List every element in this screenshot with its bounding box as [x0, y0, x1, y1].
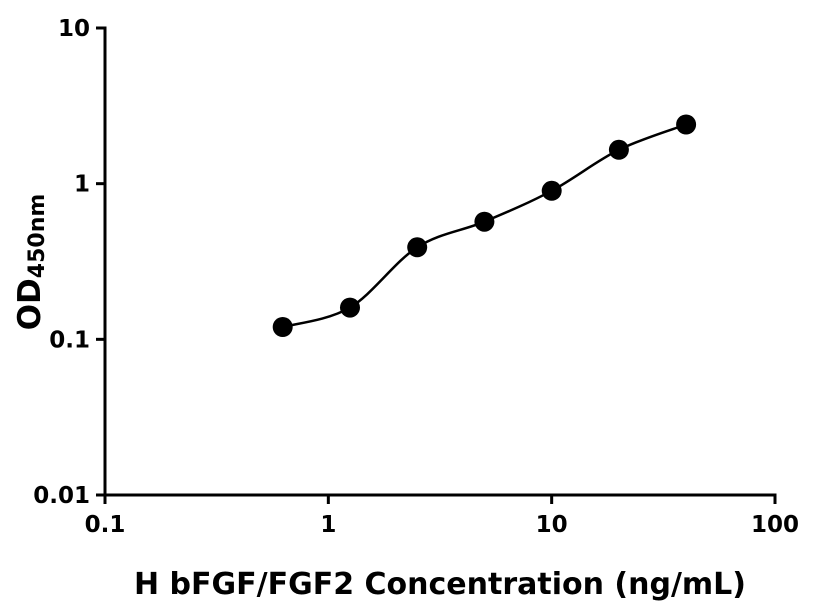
data-point: [541, 180, 562, 201]
y-tick-label: 10: [58, 16, 90, 42]
data-point: [272, 317, 293, 337]
y-tick-label: 0.01: [33, 483, 90, 509]
y-tick-label: 1: [74, 172, 90, 198]
data-point: [407, 237, 428, 258]
axes: [103, 26, 777, 497]
y-axis-title-subscript: 450nm: [24, 193, 50, 279]
y-axis-title-base: OD: [12, 278, 49, 331]
data-point: [608, 139, 629, 160]
data-point: [676, 114, 697, 135]
x-tick-label: 100: [751, 512, 799, 538]
x-axis-title: H bFGF/FGF2 Concentration (ng/mL): [134, 567, 746, 602]
x-tick-label: 10: [536, 512, 568, 538]
x-tick-label: 1: [320, 512, 336, 538]
data-point: [340, 297, 360, 318]
y-tick-label: 0.1: [49, 327, 90, 353]
x-tick-label: 0.1: [85, 512, 126, 538]
data-point: [474, 211, 495, 232]
